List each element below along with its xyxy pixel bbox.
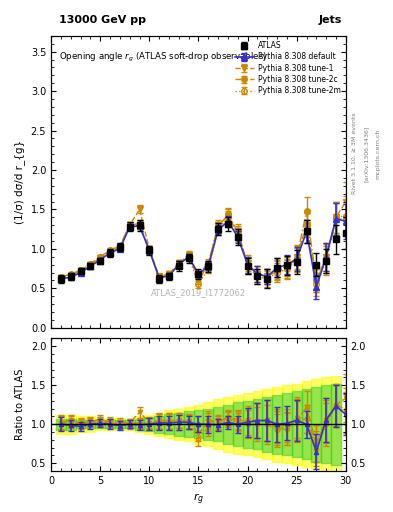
Text: Opening angle $r_g$ (ATLAS soft-drop observables): Opening angle $r_g$ (ATLAS soft-drop obs… xyxy=(59,51,267,63)
Text: ATLAS_2019_I1772062: ATLAS_2019_I1772062 xyxy=(151,288,246,297)
X-axis label: $r_g$: $r_g$ xyxy=(193,492,204,507)
Text: Rivet 3.1.10, ≥ 3M events: Rivet 3.1.10, ≥ 3M events xyxy=(352,113,357,195)
Text: 13000 GeV pp: 13000 GeV pp xyxy=(59,15,146,25)
Text: [arXiv:1306.3436]: [arXiv:1306.3436] xyxy=(364,125,369,182)
Text: mcplots.cern.ch: mcplots.cern.ch xyxy=(375,129,380,179)
Y-axis label: (1/σ) dσ/d r_{g}: (1/σ) dσ/d r_{g} xyxy=(14,140,25,224)
Y-axis label: Ratio to ATLAS: Ratio to ATLAS xyxy=(15,369,25,440)
Text: Jets: Jets xyxy=(319,15,342,25)
Legend: ATLAS, Pythia 8.308 default, Pythia 8.308 tune-1, Pythia 8.308 tune-2c, Pythia 8: ATLAS, Pythia 8.308 default, Pythia 8.30… xyxy=(231,38,343,98)
